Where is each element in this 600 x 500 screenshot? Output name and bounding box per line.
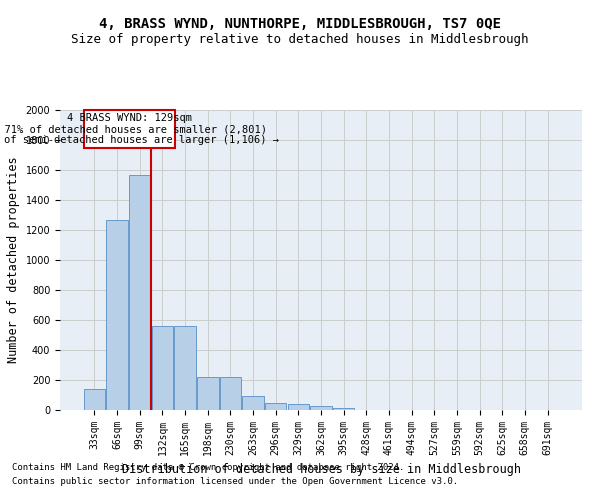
Bar — [152, 326, 173, 410]
Text: ← 71% of detached houses are smaller (2,801): ← 71% of detached houses are smaller (2,… — [0, 124, 267, 134]
Bar — [175, 326, 196, 410]
X-axis label: Distribution of detached houses by size in Middlesbrough: Distribution of detached houses by size … — [121, 464, 521, 476]
Bar — [84, 389, 105, 410]
Bar — [333, 408, 355, 410]
Text: 28% of semi-detached houses are larger (1,106) →: 28% of semi-detached houses are larger (… — [0, 135, 280, 145]
Text: Contains public sector information licensed under the Open Government Licence v3: Contains public sector information licen… — [12, 477, 458, 486]
Bar — [129, 174, 151, 410]
FancyBboxPatch shape — [83, 110, 175, 148]
Text: 4 BRASS WYND: 129sqm: 4 BRASS WYND: 129sqm — [67, 114, 192, 124]
Bar — [242, 396, 264, 410]
Bar — [106, 220, 128, 410]
Bar — [287, 404, 309, 410]
Bar — [265, 402, 286, 410]
Text: 4, BRASS WYND, NUNTHORPE, MIDDLESBROUGH, TS7 0QE: 4, BRASS WYND, NUNTHORPE, MIDDLESBROUGH,… — [99, 18, 501, 32]
Text: Contains HM Land Registry data © Crown copyright and database right 2024.: Contains HM Land Registry data © Crown c… — [12, 464, 404, 472]
Bar — [220, 377, 241, 410]
Y-axis label: Number of detached properties: Number of detached properties — [7, 156, 20, 364]
Text: Size of property relative to detached houses in Middlesbrough: Size of property relative to detached ho… — [71, 32, 529, 46]
Bar — [197, 377, 218, 410]
Bar — [310, 406, 332, 410]
